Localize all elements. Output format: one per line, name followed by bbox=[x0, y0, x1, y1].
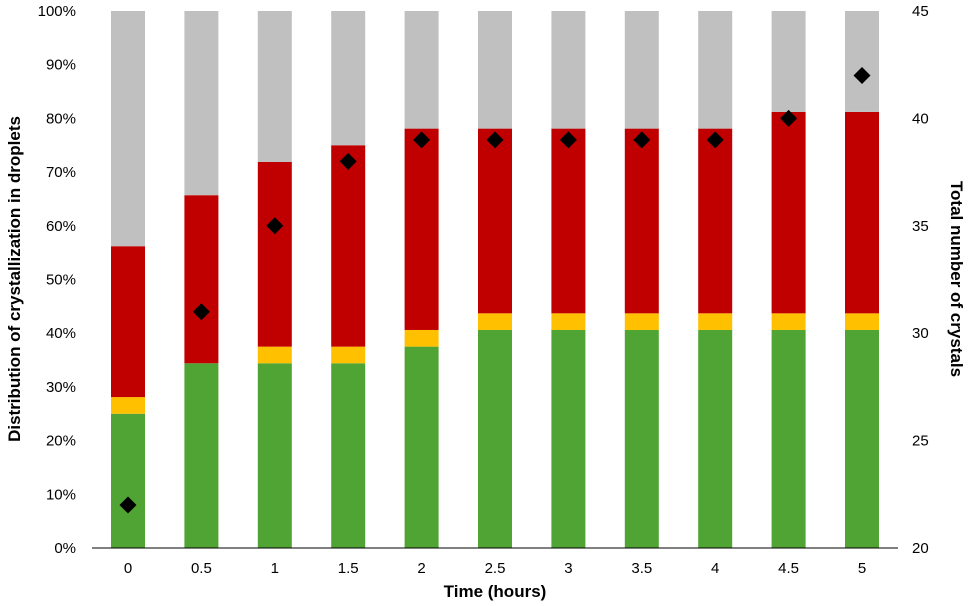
bar-segment-3-9 bbox=[771, 11, 806, 112]
crystal-count-marker-2 bbox=[266, 217, 284, 235]
bar-segment-2-1 bbox=[184, 195, 219, 364]
bar-segment-0-3 bbox=[331, 363, 366, 548]
bar-segment-1-10 bbox=[845, 313, 879, 330]
crystal-count-marker-4 bbox=[413, 131, 431, 149]
bar-segment-0-4 bbox=[404, 346, 439, 549]
y2-tick-label: 40 bbox=[912, 110, 929, 127]
bar-segment-2-5 bbox=[478, 128, 512, 314]
x-tick-label: 1 bbox=[271, 560, 279, 577]
y-tick-label: 80% bbox=[46, 110, 76, 127]
bar-segment-3-0 bbox=[111, 11, 145, 247]
bar-segment-1-3 bbox=[331, 346, 366, 364]
x-axis-ticks: 0 0.5 1 1.5 2 2.5 3 3.5 4 4.5 5 bbox=[124, 560, 866, 577]
bar-segment-1-6 bbox=[551, 313, 586, 330]
bar-segment-0-2 bbox=[257, 363, 292, 548]
bar-segment-3-7 bbox=[624, 11, 659, 129]
y2-axis-ticks: 20 25 30 35 40 45 bbox=[912, 3, 929, 557]
bar-segment-3-1 bbox=[184, 11, 219, 196]
bar-segment-3-3 bbox=[331, 11, 366, 146]
crystal-count-marker-6 bbox=[559, 131, 577, 149]
x-tick-label: 3.5 bbox=[631, 560, 652, 577]
bar-segment-2-9 bbox=[771, 111, 806, 314]
y-tick-label: 60% bbox=[46, 218, 76, 235]
y-tick-label: 100% bbox=[38, 3, 76, 20]
bar-segment-2-4 bbox=[404, 128, 439, 330]
crystal-count-marker-3 bbox=[339, 152, 357, 170]
crystal-count-marker-5 bbox=[486, 131, 504, 149]
bar-segment-1-7 bbox=[624, 313, 659, 330]
bar-segment-2-3 bbox=[331, 145, 366, 347]
crystal-count-marker-9 bbox=[780, 109, 798, 127]
x-tick-label: 2.5 bbox=[485, 560, 506, 577]
bar-segment-2-8 bbox=[698, 128, 733, 314]
bar-segment-2-10 bbox=[845, 111, 879, 314]
y2-axis-title: Total number of crystals bbox=[947, 181, 966, 377]
bar-segment-3-2 bbox=[257, 11, 292, 162]
x-tick-label: 1.5 bbox=[338, 560, 359, 577]
y2-tick-label: 35 bbox=[912, 218, 929, 235]
y-tick-label: 40% bbox=[46, 325, 76, 342]
bar-segment-3-6 bbox=[551, 11, 586, 129]
y2-tick-label: 20 bbox=[912, 540, 929, 557]
bar-segment-0-6 bbox=[551, 329, 586, 548]
bar-segment-0-8 bbox=[698, 329, 733, 548]
y-axis-title: Distribution of crystallization in dropl… bbox=[5, 116, 24, 442]
bar-segment-1-8 bbox=[698, 313, 733, 330]
y-axis-ticks: 0% 10% 20% 30% 40% 50% 60% 70% 80% 90% 100% bbox=[38, 3, 76, 557]
x-tick-label: 4.5 bbox=[778, 560, 799, 577]
markers-layer bbox=[119, 66, 871, 514]
bar-segment-1-0 bbox=[111, 397, 145, 414]
crystal-count-marker-8 bbox=[706, 131, 724, 149]
bar-segment-1-4 bbox=[404, 329, 439, 347]
y-tick-label: 0% bbox=[54, 540, 76, 557]
bar-segment-0-0 bbox=[111, 413, 145, 548]
y-tick-label: 70% bbox=[46, 164, 76, 181]
bar-segment-2-7 bbox=[624, 128, 659, 314]
crystal-count-marker-7 bbox=[633, 131, 651, 149]
bar-segment-2-6 bbox=[551, 128, 586, 314]
x-axis-title: Time (hours) bbox=[444, 582, 547, 601]
bar-segment-0-9 bbox=[771, 329, 806, 548]
x-tick-label: 4 bbox=[711, 560, 719, 577]
bar-segment-3-4 bbox=[404, 11, 439, 129]
bar-segment-2-0 bbox=[111, 246, 145, 398]
bars-layer bbox=[111, 11, 879, 549]
bar-segment-1-2 bbox=[257, 346, 292, 364]
x-tick-label: 2 bbox=[417, 560, 425, 577]
y2-tick-label: 30 bbox=[912, 325, 929, 342]
y2-tick-label: 45 bbox=[912, 3, 929, 20]
bar-segment-1-9 bbox=[771, 313, 806, 330]
y2-tick-label: 25 bbox=[912, 433, 929, 450]
y-tick-label: 30% bbox=[46, 379, 76, 396]
y-tick-label: 90% bbox=[46, 57, 76, 74]
x-tick-label: 5 bbox=[858, 560, 866, 577]
x-tick-label: 3 bbox=[564, 560, 572, 577]
bar-segment-3-10 bbox=[845, 11, 879, 112]
bar-segment-3-5 bbox=[478, 11, 512, 129]
bar-segment-0-5 bbox=[478, 329, 512, 548]
y-tick-label: 50% bbox=[46, 272, 76, 289]
bar-segment-2-2 bbox=[257, 161, 292, 347]
crystal-count-marker-10 bbox=[853, 66, 871, 84]
y-tick-label: 20% bbox=[46, 433, 76, 450]
bar-segment-0-10 bbox=[845, 329, 879, 548]
crystal-count-marker-1 bbox=[192, 303, 210, 321]
x-tick-label: 0.5 bbox=[191, 560, 212, 577]
x-tick-label: 0 bbox=[124, 560, 132, 577]
bar-segment-0-7 bbox=[624, 329, 659, 548]
bar-segment-3-8 bbox=[698, 11, 733, 129]
bar-segment-0-1 bbox=[184, 363, 219, 548]
y-tick-label: 10% bbox=[46, 486, 76, 503]
bar-segment-1-5 bbox=[478, 313, 512, 330]
crystal-count-marker-0 bbox=[119, 496, 137, 514]
